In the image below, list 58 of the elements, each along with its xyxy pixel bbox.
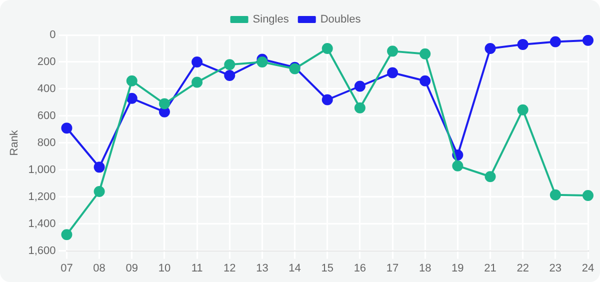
y-tick-label: 0 [50,29,56,42]
point [582,35,594,46]
point [420,75,431,86]
x-tick-label: 12 [224,262,236,274]
y-tick-label: 1,600 [28,244,56,257]
y-tick-label: 1,200 [28,190,56,203]
point [484,171,496,182]
y-axis-title: Rank [8,130,21,156]
point [224,59,236,70]
point [94,186,105,197]
x-tick-label: 24 [582,262,594,274]
x-tick-label: 13 [256,262,268,274]
y-tick-label: 800 [37,136,56,149]
point [550,189,561,200]
y-tick-label: 400 [37,82,56,95]
x-tick-label: 16 [354,262,366,274]
point [126,75,138,86]
point [126,92,138,104]
y-tick-label: 1,000 [28,164,56,176]
x-tick-label: 21 [484,262,496,274]
point [61,229,72,240]
y-tick-label: 200 [37,56,56,68]
x-tick-label: 23 [549,262,562,274]
point [452,160,464,172]
legend-label: Doubles [320,14,362,26]
x-tick-label: 08 [93,262,106,274]
x-tick-label: 18 [418,262,432,274]
point [224,70,236,81]
x-tick-label: 17 [386,262,399,274]
x-tick-label: 22 [516,262,529,274]
y-tick-label: 600 [37,110,56,122]
point [354,80,366,92]
point [420,48,431,60]
point [192,76,203,88]
point [322,94,333,106]
legend-label: Singles [252,14,290,26]
point [387,46,398,57]
point [94,162,105,173]
point [322,42,333,54]
point [387,67,398,78]
point [158,98,170,110]
point [550,36,561,48]
x-tick-label: 10 [158,262,171,274]
x-tick-label: 19 [452,262,464,274]
point [256,56,268,68]
point [582,190,594,201]
point [517,38,528,50]
x-tick-label: 11 [191,262,203,274]
point [192,56,203,68]
x-tick-label: 14 [288,262,301,274]
point [484,42,496,54]
x-tick-label: 15 [321,262,334,274]
point [517,104,528,116]
x-tick-label: 07 [60,262,73,274]
y-tick-label: 1,400 [28,218,56,230]
point [354,102,366,114]
x-tick-label: 09 [126,262,138,274]
point [61,122,72,134]
